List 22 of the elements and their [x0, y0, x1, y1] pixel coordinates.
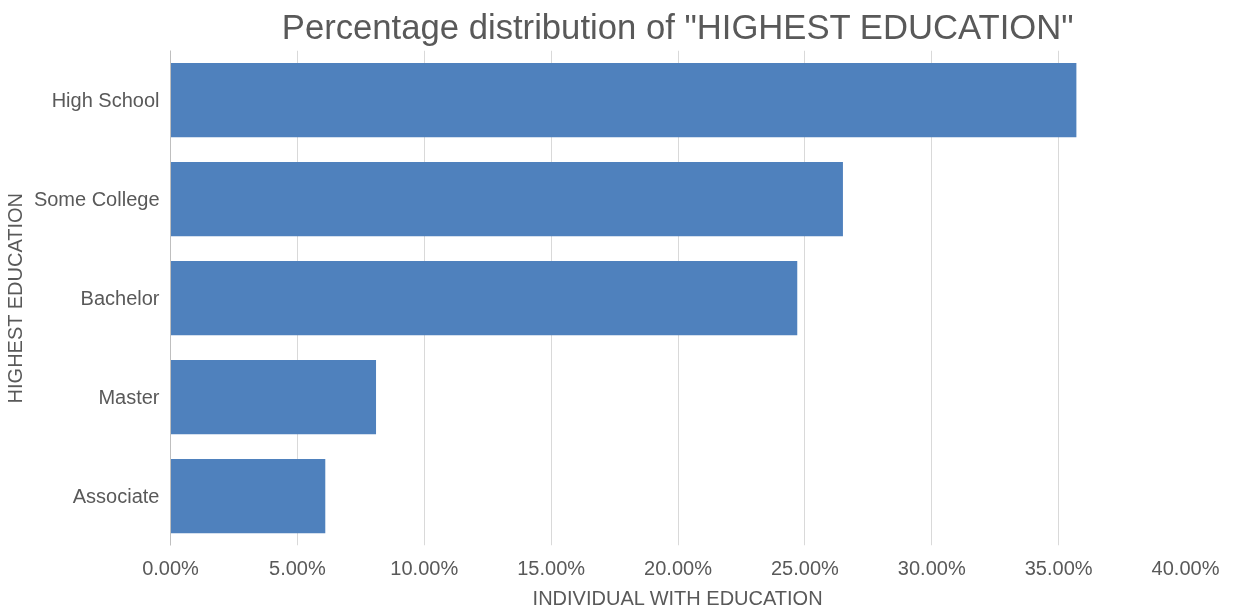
- y-tick-label: Bachelor: [80, 287, 160, 309]
- x-axis-title: INDIVIDUAL WITH EDUCATION: [532, 586, 823, 609]
- x-tick-label: 30.00%: [897, 556, 966, 579]
- x-tick-label: 5.00%: [269, 556, 326, 579]
- y-tick-label: Associate: [72, 485, 160, 507]
- bar: [170, 458, 326, 534]
- x-tick-label: 35.00%: [1024, 556, 1093, 579]
- bar: [170, 161, 843, 237]
- x-tick-label: 25.00%: [770, 556, 840, 579]
- x-tick-label: 10.00%: [390, 556, 459, 579]
- bar: [170, 62, 1077, 138]
- x-tick-label: 20.00%: [644, 556, 713, 579]
- y-axis-title: HIGHEST EDUCATION: [3, 192, 26, 404]
- x-tick-label: 0.00%: [142, 556, 200, 579]
- bar: [170, 260, 798, 336]
- chart-title: Percentage distribution of "HIGHEST EDUCATION": [281, 7, 1074, 46]
- bar: [170, 359, 377, 435]
- y-tick-label: Some College: [33, 188, 160, 210]
- y-tick-label: High School: [51, 89, 160, 111]
- y-tick-label: Master: [98, 386, 160, 408]
- x-tick-label: 15.00%: [517, 556, 586, 579]
- x-tick-label: 40.00%: [1151, 556, 1220, 579]
